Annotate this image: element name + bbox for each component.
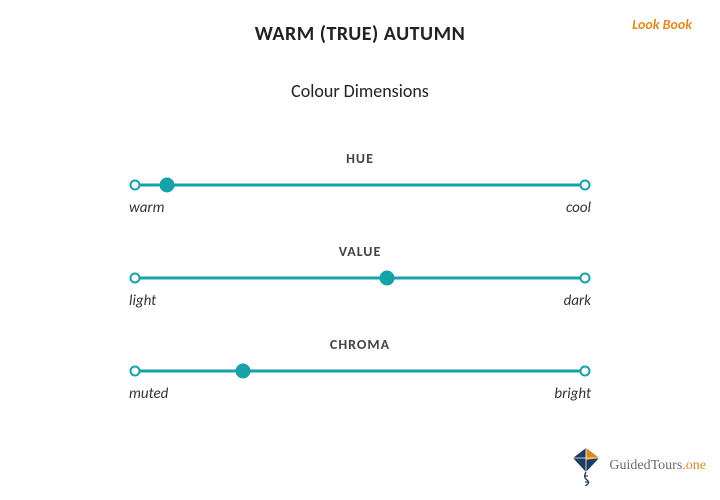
slider-endpoint-right: [580, 180, 591, 191]
page-subtitle: Colour Dimensions: [0, 80, 720, 102]
slider-marker[interactable]: [159, 178, 174, 193]
slider-left-label: muted: [129, 385, 168, 403]
slider-track-wrap: [125, 177, 595, 193]
slider-end-labels: warm cool: [125, 193, 595, 217]
slider-right-label: cool: [566, 199, 591, 217]
slider-end-labels: muted bright: [125, 379, 595, 403]
slider-track-wrap: [125, 363, 595, 379]
footer-brand-suffix: .one: [682, 458, 706, 473]
slider-endpoint-right: [580, 273, 591, 284]
page-title: WARM (TRUE) AUTUMN: [0, 0, 720, 46]
slider-title: VALUE: [125, 243, 595, 260]
sliders-container: HUE warm cool VALUE light dark CHROMA muted brig…: [125, 150, 595, 403]
slider-track: [135, 184, 585, 187]
slider-left-label: light: [129, 292, 156, 310]
slider-end-labels: light dark: [125, 286, 595, 310]
slider-endpoint-left: [130, 366, 141, 377]
kite-icon: [569, 446, 603, 486]
slider-value: VALUE light dark: [125, 243, 595, 310]
slider-endpoint-right: [580, 366, 591, 377]
slider-hue: HUE warm cool: [125, 150, 595, 217]
footer-brand: GuidedTours.one: [609, 458, 706, 474]
slider-right-label: dark: [564, 292, 591, 310]
slider-title: HUE: [125, 150, 595, 167]
slider-marker[interactable]: [380, 271, 395, 286]
footer-logo: GuidedTours.one: [569, 446, 706, 486]
slider-endpoint-left: [130, 180, 141, 191]
slider-marker[interactable]: [236, 364, 251, 379]
slider-left-label: warm: [129, 199, 164, 217]
footer-brand-main: GuidedTours: [609, 458, 682, 473]
slider-track-wrap: [125, 270, 595, 286]
slider-track: [135, 370, 585, 373]
slider-title: CHROMA: [125, 336, 595, 353]
slider-chroma: CHROMA muted bright: [125, 336, 595, 403]
slider-right-label: bright: [554, 385, 591, 403]
slider-endpoint-left: [130, 273, 141, 284]
lookbook-tag: Look Book: [632, 16, 692, 33]
slider-track: [135, 277, 585, 280]
